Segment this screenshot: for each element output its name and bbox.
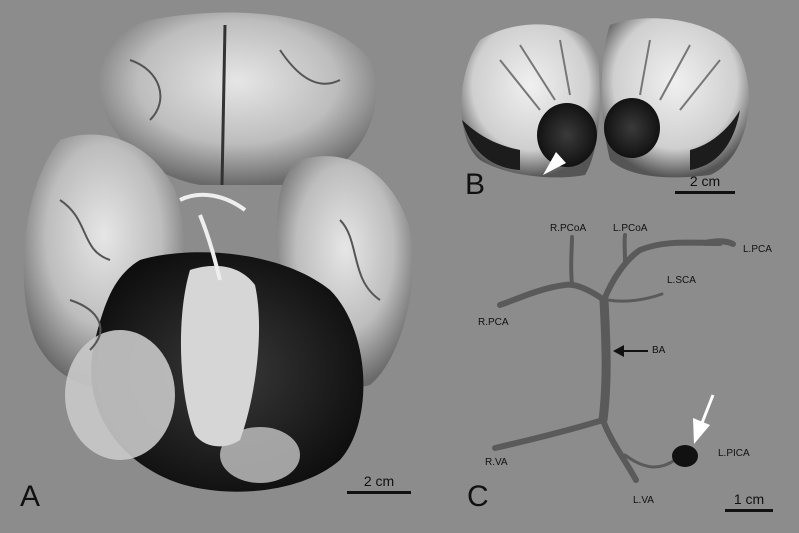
scale-bar-b: 2 cm — [675, 174, 735, 194]
white-arrow-icon — [693, 394, 715, 444]
scale-bar-b-line — [675, 191, 735, 194]
label-r-va: R.VA — [485, 457, 508, 468]
scale-bar-a: 2 cm — [347, 474, 411, 494]
panel-b-letter: B — [465, 168, 486, 201]
label-l-pcoa: L.PCoA — [613, 223, 648, 234]
label-r-pca: R.PCA — [478, 317, 509, 328]
black-arrow-icon — [613, 345, 648, 357]
label-l-pca: L.PCA — [743, 244, 772, 255]
label-r-pcoa: R.PCoA — [550, 223, 587, 234]
white-arrowhead-icon — [543, 152, 566, 175]
label-l-va: L.VA — [633, 495, 654, 506]
panel-a-letter: A — [20, 480, 41, 513]
scale-bar-a-line — [347, 491, 411, 494]
scale-bar-b-label: 2 cm — [689, 173, 721, 189]
vascular-tree-image — [492, 233, 736, 483]
scale-bar-c-label: 1 cm — [733, 491, 765, 507]
brain-specimen-image — [23, 12, 413, 492]
scale-bar-c: 1 cm — [725, 492, 773, 512]
label-l-pica: L.PICA — [718, 448, 750, 459]
pica-aneurysm — [672, 445, 698, 467]
scale-bar-c-line — [725, 509, 773, 512]
cerebellum-section-image — [461, 18, 749, 178]
panel-c-letter: C — [467, 480, 489, 513]
label-ba: BA — [652, 345, 666, 356]
label-l-sca: L.SCA — [667, 275, 696, 286]
scale-bar-a-label: 2 cm — [363, 473, 395, 489]
